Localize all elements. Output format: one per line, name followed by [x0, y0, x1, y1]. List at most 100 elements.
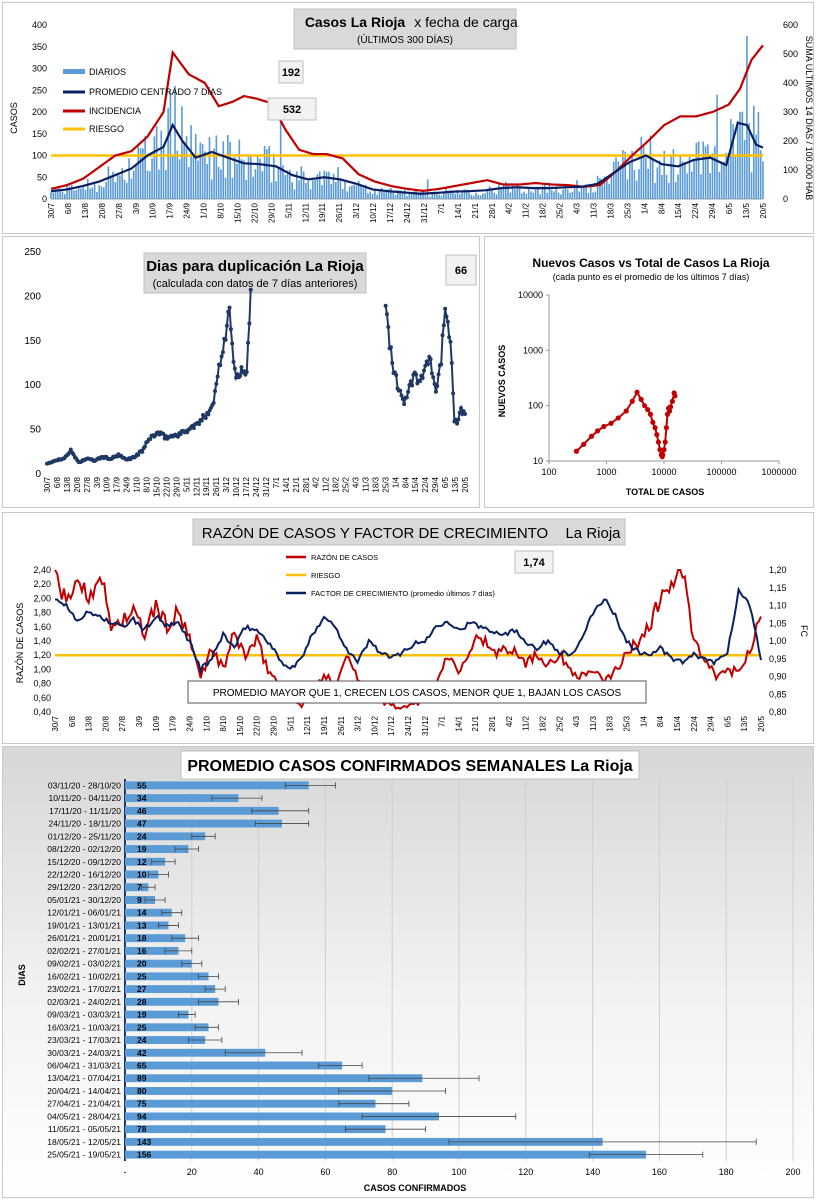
bar — [125, 1137, 603, 1146]
annotation-value: 66 — [455, 265, 467, 277]
x-tick-label: 11/2 — [522, 715, 531, 731]
y2-tick-label: 500 — [783, 49, 798, 59]
x-tick-label: 13/5 — [451, 476, 460, 492]
diarios-bar — [139, 148, 142, 199]
chart-subtitle: (calculada con datos de 7 días anteriore… — [153, 278, 358, 290]
data-label: 12 — [137, 857, 147, 867]
diarios-bar — [550, 189, 553, 199]
x-tick-label: - — [124, 1167, 127, 1177]
scatter-point — [657, 447, 663, 453]
title-box — [143, 252, 367, 294]
diarios-bar — [162, 146, 165, 199]
y-tick-label: 50 — [37, 172, 47, 182]
scatter-point — [647, 411, 653, 417]
x-tick-label: 14/1 — [454, 202, 463, 218]
y2-tick-label: 1,05 — [769, 618, 787, 628]
diarios-bar — [665, 174, 668, 199]
x-tick-label: 24/9 — [123, 476, 132, 492]
diarios-bar — [672, 149, 675, 199]
diarios-bar — [509, 192, 512, 199]
fc-line — [54, 586, 762, 676]
diarios-bar — [562, 189, 564, 199]
legend-label: RIESGO — [311, 571, 340, 580]
duplicacion-point — [219, 354, 224, 359]
x-tick-label: 1000000 — [761, 467, 796, 477]
x-tick-label: 24/12 — [404, 715, 413, 736]
category-label: 22/12/20 - 16/12/20 — [47, 870, 121, 880]
x-axis-title: CASOS CONFIRMADOS — [364, 1183, 467, 1193]
x-tick-label: 11/2 — [522, 202, 531, 218]
y-tick-label: 0 — [42, 194, 47, 204]
diarios-bar — [96, 191, 98, 199]
scatter-point — [663, 425, 669, 431]
x-tick-label: 6/8 — [64, 202, 73, 214]
diarios-bar — [233, 157, 236, 199]
data-label: 19 — [137, 1010, 147, 1020]
data-label: 10 — [137, 870, 147, 880]
diarios-bar — [601, 184, 604, 199]
y-tick-label: 100 — [24, 380, 41, 391]
duplicacion-point — [455, 421, 460, 426]
y-tick-label: 250 — [32, 85, 47, 95]
diarios-bar — [289, 169, 291, 199]
diarios-bar — [406, 196, 408, 199]
diarios-bar — [670, 155, 672, 199]
chart-title: Nuevos Casos vs Total de Casos La Rioja — [532, 256, 770, 270]
duplicacion-point — [247, 321, 252, 326]
diarios-bar — [259, 158, 261, 199]
diarios-bar — [236, 163, 238, 199]
data-label: 24 — [137, 1035, 147, 1045]
diarios-bar — [86, 178, 89, 199]
diarios-bar — [210, 179, 213, 199]
x-tick-label: 3/9 — [132, 202, 141, 214]
duplicacion-point — [421, 368, 426, 373]
annotation-box — [445, 254, 477, 286]
duplicacion-point — [445, 319, 450, 324]
category-label: 26/01/21 - 20/01/21 — [47, 933, 121, 943]
diarios-bar — [160, 130, 163, 199]
bar — [125, 1112, 439, 1121]
data-label: 14 — [137, 908, 147, 918]
annotation-box — [267, 97, 317, 121]
bar — [125, 845, 189, 853]
diarios-bar — [732, 124, 734, 199]
x-tick-label: 140 — [585, 1167, 600, 1177]
category-label: 30/03/21 - 24/03/21 — [47, 1048, 121, 1058]
diarios-bar — [277, 167, 280, 199]
diarios-bar — [387, 188, 390, 199]
diarios-bar — [123, 179, 126, 199]
diarios-bar — [70, 185, 73, 199]
diarios-bar — [431, 193, 434, 199]
diarios-bar — [734, 155, 737, 199]
y-axis-title: DIAS — [17, 964, 27, 986]
duplicacion-point — [406, 389, 411, 394]
duplicacion-point — [390, 361, 395, 366]
diarios-bar — [61, 191, 64, 199]
diarios-bar — [351, 185, 353, 199]
legend: DIARIOS PROMEDIO CENTRADO 7 DÍAS INCIDEN… — [63, 67, 222, 134]
diarios-bar — [442, 193, 445, 199]
diarios-bar — [762, 161, 764, 199]
category-label: 05/01/21 - 30/12/20 — [47, 895, 121, 905]
note-text: PROMEDIO MAYOR QUE 1, CRECEN LOS CASOS, … — [213, 688, 622, 699]
diarios-bar — [626, 179, 629, 199]
diarios-bar — [295, 171, 298, 199]
duplicacion-point — [197, 422, 202, 427]
x-tick-label: 10000 — [651, 467, 676, 477]
y2-axis-title: FC — [799, 625, 809, 637]
x-tick-label: 10/12 — [369, 202, 378, 223]
diarios-bar — [165, 170, 167, 199]
diarios-bar — [571, 191, 574, 199]
duplicacion-point — [418, 379, 423, 384]
y2-tick-label: 200 — [783, 136, 798, 146]
x-tick-label: 15/10 — [233, 202, 242, 223]
x-tick-label: 7/1 — [272, 476, 281, 488]
diarios-bar — [553, 191, 555, 199]
x-tick-label: 1/10 — [133, 476, 142, 492]
diarios-bar — [119, 175, 121, 199]
y-tick-label: 0,80 — [33, 679, 51, 689]
x-tick-label: 12/11 — [192, 476, 201, 496]
x-tick-label: 6/8 — [53, 476, 62, 488]
diarios-bar — [589, 186, 592, 199]
